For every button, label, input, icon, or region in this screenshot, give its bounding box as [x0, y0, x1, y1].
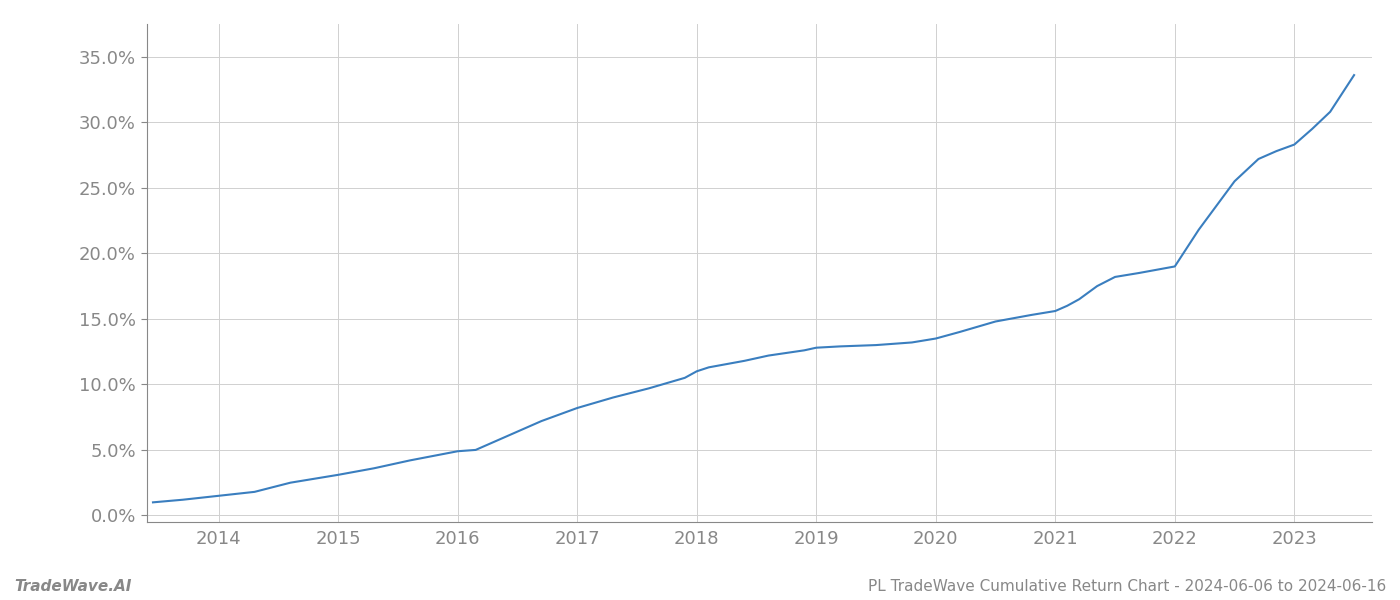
- Text: TradeWave.AI: TradeWave.AI: [14, 579, 132, 594]
- Text: PL TradeWave Cumulative Return Chart - 2024-06-06 to 2024-06-16: PL TradeWave Cumulative Return Chart - 2…: [868, 579, 1386, 594]
